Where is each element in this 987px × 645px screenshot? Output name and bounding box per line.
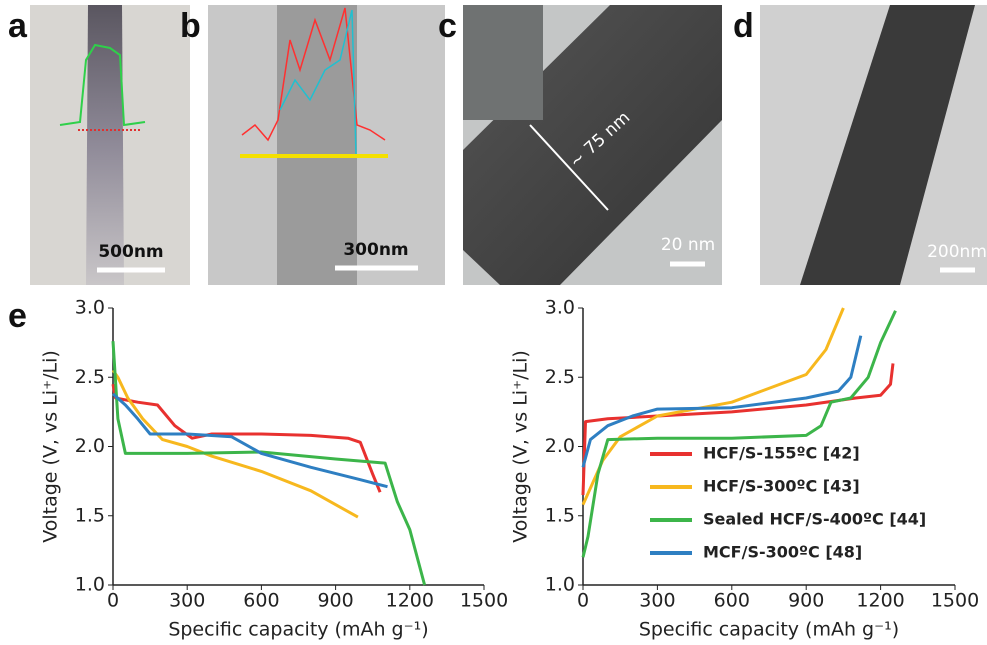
x-axis-label: Specific capacity (mAh g⁻¹) bbox=[639, 619, 899, 641]
panel-label: a bbox=[8, 7, 28, 45]
y-tick-label: 1.5 bbox=[75, 504, 105, 526]
panel-c-image bbox=[463, 5, 722, 285]
y-axis-label: Voltage (V, vs Li⁺/Li) bbox=[510, 350, 532, 543]
scale-bar-label: 20 nm bbox=[661, 235, 715, 255]
x-tick-label: 1500 bbox=[460, 590, 508, 612]
legend-label: MCF/S-300ºC [48] bbox=[703, 543, 862, 562]
x-tick-label: 900 bbox=[788, 590, 824, 612]
panel-d-image bbox=[760, 5, 987, 285]
data-line bbox=[111, 341, 427, 586]
x-tick-label: 900 bbox=[317, 590, 353, 612]
data-line bbox=[581, 363, 895, 496]
panel-a-image bbox=[30, 5, 190, 285]
x-tick-label: 300 bbox=[169, 590, 205, 612]
scale-bar-label: 200nm bbox=[927, 242, 987, 262]
panel-label: b bbox=[180, 7, 201, 45]
y-tick-label: 3.0 bbox=[75, 297, 105, 319]
data-line bbox=[581, 335, 863, 468]
y-tick-label: 2.5 bbox=[75, 366, 105, 388]
y-tick-label: 1.5 bbox=[545, 504, 575, 526]
scale-bar-label: 300nm bbox=[343, 240, 408, 260]
x-tick-label: 1500 bbox=[931, 590, 979, 612]
x-tick-label: 1200 bbox=[856, 590, 904, 612]
scale-bar-label: 500nm bbox=[98, 242, 163, 262]
data-line bbox=[581, 307, 845, 506]
y-tick-label: 2.0 bbox=[545, 435, 575, 457]
y-tick-label: 3.0 bbox=[545, 297, 575, 319]
x-tick-label: 1200 bbox=[386, 590, 434, 612]
x-tick-label: 0 bbox=[107, 590, 119, 612]
legend-label: Sealed HCF/S-400ºC [44] bbox=[703, 510, 926, 529]
legend-label: HCF/S-155ºC [42] bbox=[703, 444, 860, 463]
data-line bbox=[111, 383, 382, 493]
data-line bbox=[111, 369, 359, 519]
panel-label: e bbox=[8, 297, 27, 335]
data-line bbox=[581, 310, 897, 558]
data-line bbox=[111, 392, 388, 489]
y-tick-label: 2.0 bbox=[75, 435, 105, 457]
x-tick-label: 0 bbox=[577, 590, 589, 612]
panel-label: d bbox=[733, 7, 754, 45]
x-tick-label: 600 bbox=[243, 590, 279, 612]
x-tick-label: 600 bbox=[714, 590, 750, 612]
x-tick-label: 300 bbox=[639, 590, 675, 612]
y-tick-label: 2.5 bbox=[545, 366, 575, 388]
legend-label: HCF/S-300ºC [43] bbox=[703, 477, 860, 496]
y-axis-label: Voltage (V, vs Li⁺/Li) bbox=[40, 350, 62, 543]
panel-label: c bbox=[438, 7, 457, 45]
y-tick-label: 1.0 bbox=[545, 574, 575, 596]
x-axis-label: Specific capacity (mAh g⁻¹) bbox=[168, 619, 428, 641]
y-tick-label: 1.0 bbox=[75, 574, 105, 596]
panel-b-image bbox=[208, 5, 445, 285]
